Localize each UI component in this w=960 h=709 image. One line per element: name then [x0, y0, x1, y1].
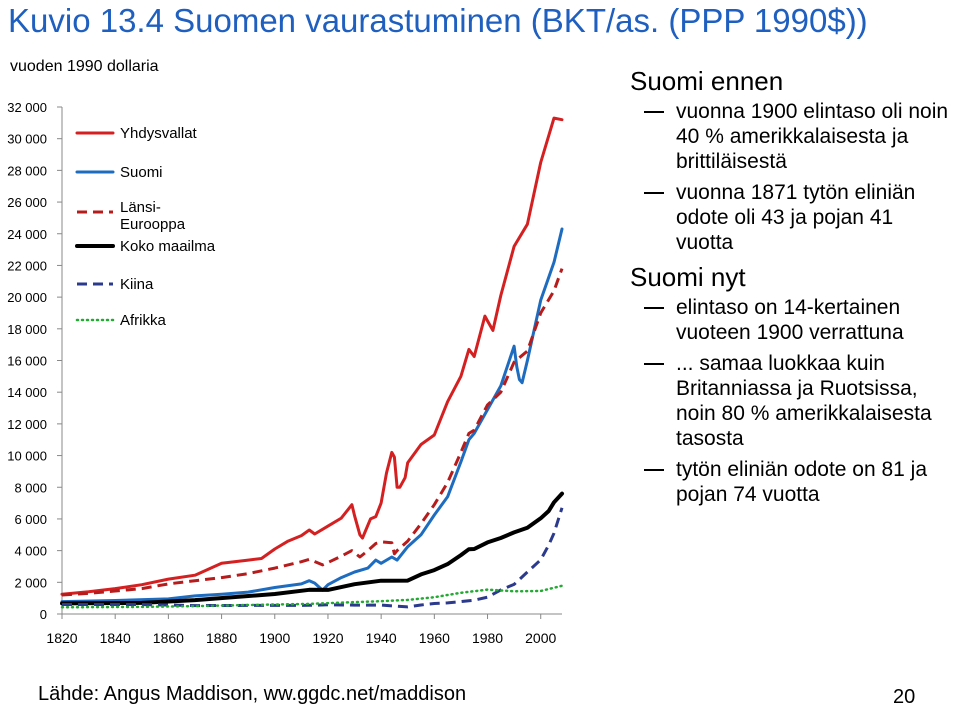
commentary-panel: Suomi ennen vuonna 1900 elintaso oli noi… — [630, 65, 955, 513]
source-citation: Lähde: Angus Maddison, ww.ggdc.net/maddi… — [38, 683, 467, 705]
series-line-0 — [60, 116, 564, 596]
legend-label: Kiina — [120, 276, 154, 293]
x-tick-label: 1860 — [153, 630, 184, 646]
y-tick-label: 32 000 — [7, 100, 47, 115]
y-tick-label: 4 000 — [14, 544, 47, 559]
y-tick-label: 10 000 — [7, 449, 47, 464]
x-tick-label: 2000 — [525, 630, 556, 646]
bullet-text: tytön eliniän odote on 81 ja pojan 74 vu… — [676, 458, 928, 506]
bullet-item: elintaso on 14-kertainen vuoteen 1900 ve… — [630, 295, 955, 345]
x-tick-label: 1960 — [419, 630, 450, 646]
dash-bullet-icon — [644, 192, 664, 194]
series-line-2 — [61, 268, 564, 597]
y-tick-label: 0 — [40, 607, 47, 622]
bullet-text: ... samaa luokkaa kuin Britanniassa ja R… — [676, 352, 932, 450]
section-heading-now: Suomi nyt — [630, 262, 746, 292]
bullet-text: vuonna 1871 tytön eliniän odote oli 43 j… — [676, 181, 916, 254]
y-tick-label: 30 000 — [7, 132, 47, 147]
dash-bullet-icon — [644, 307, 664, 309]
chart-axes: 0 2 000 4 000 6 000 8 000 10 000 12 000 14 000 1… — [7, 100, 562, 646]
slide-title: Kuvio 13.4 Suomen vaurastuminen (BKT/as.… — [8, 2, 868, 39]
bullet-list-before: vuonna 1900 elintaso oli noin 40 % ameri… — [630, 99, 955, 255]
y-tick-label: 18 000 — [7, 322, 47, 337]
series-line-1 — [60, 227, 564, 604]
series-line-3 — [60, 491, 564, 606]
section-heading-before: Suomi ennen — [630, 66, 784, 96]
x-tick-label: 1880 — [206, 630, 237, 646]
bullet-text: vuonna 1900 elintaso oli noin 40 % ameri… — [676, 100, 949, 173]
bullet-item: vuonna 1871 tytön eliniän odote oli 43 j… — [630, 180, 955, 255]
bullet-item: ... samaa luokkaa kuin Britanniassa ja R… — [630, 351, 955, 451]
y-tick-label: 28 000 — [7, 163, 47, 178]
y-tick-label: 26 000 — [7, 195, 47, 210]
legend-label: Suomi — [120, 164, 163, 181]
x-tick-label: 1980 — [472, 630, 503, 646]
bullet-list-now: elintaso on 14-kertainen vuoteen 1900 ve… — [630, 295, 955, 507]
y-tick-label: 12 000 — [7, 417, 47, 432]
chart-series-lines — [60, 116, 564, 609]
legend-label: Koko maailma — [120, 238, 216, 255]
legend-label: Yhdysvallat — [120, 125, 198, 142]
chart-legend: Yhdysvallat Suomi Länsi-Eurooppa Koko maail… — [75, 125, 216, 329]
x-tick-label: 1840 — [100, 630, 131, 646]
dash-bullet-icon — [644, 469, 664, 471]
x-tick-label: 1940 — [366, 630, 397, 646]
dash-bullet-icon — [644, 363, 664, 365]
series-line-5 — [60, 584, 564, 609]
bullet-item: vuonna 1900 elintaso oli noin 40 % ameri… — [630, 99, 955, 174]
y-tick-label: 20 000 — [7, 290, 47, 305]
x-tick-label: 1900 — [259, 630, 290, 646]
series-line-4 — [62, 507, 564, 609]
y-tick-label: 22 000 — [7, 258, 47, 273]
y-tick-label: 6 000 — [14, 512, 47, 527]
page-number: 20 — [893, 686, 916, 708]
gdp-line-chart: 0 2 000 4 000 6 000 8 000 10 000 12 000 14 000 1… — [7, 100, 564, 646]
x-tick-label: 1820 — [46, 630, 77, 646]
y-axis-unit-label: vuoden 1990 dollaria — [10, 58, 159, 75]
bullet-item: tytön eliniän odote on 81 ja pojan 74 vu… — [630, 457, 955, 507]
bullet-text: elintaso on 14-kertainen vuoteen 1900 ve… — [676, 296, 904, 344]
y-tick-label: 8 000 — [14, 480, 47, 495]
dash-bullet-icon — [644, 111, 664, 113]
y-tick-label: 2 000 — [14, 575, 47, 590]
y-tick-label: 14 000 — [7, 385, 47, 400]
y-tick-label: 24 000 — [7, 227, 47, 242]
legend-label: Afrikka — [120, 312, 167, 329]
legend-label: Länsi-Eurooppa — [120, 199, 186, 233]
x-tick-label: 1920 — [312, 630, 343, 646]
y-tick-label: 16 000 — [7, 354, 47, 369]
